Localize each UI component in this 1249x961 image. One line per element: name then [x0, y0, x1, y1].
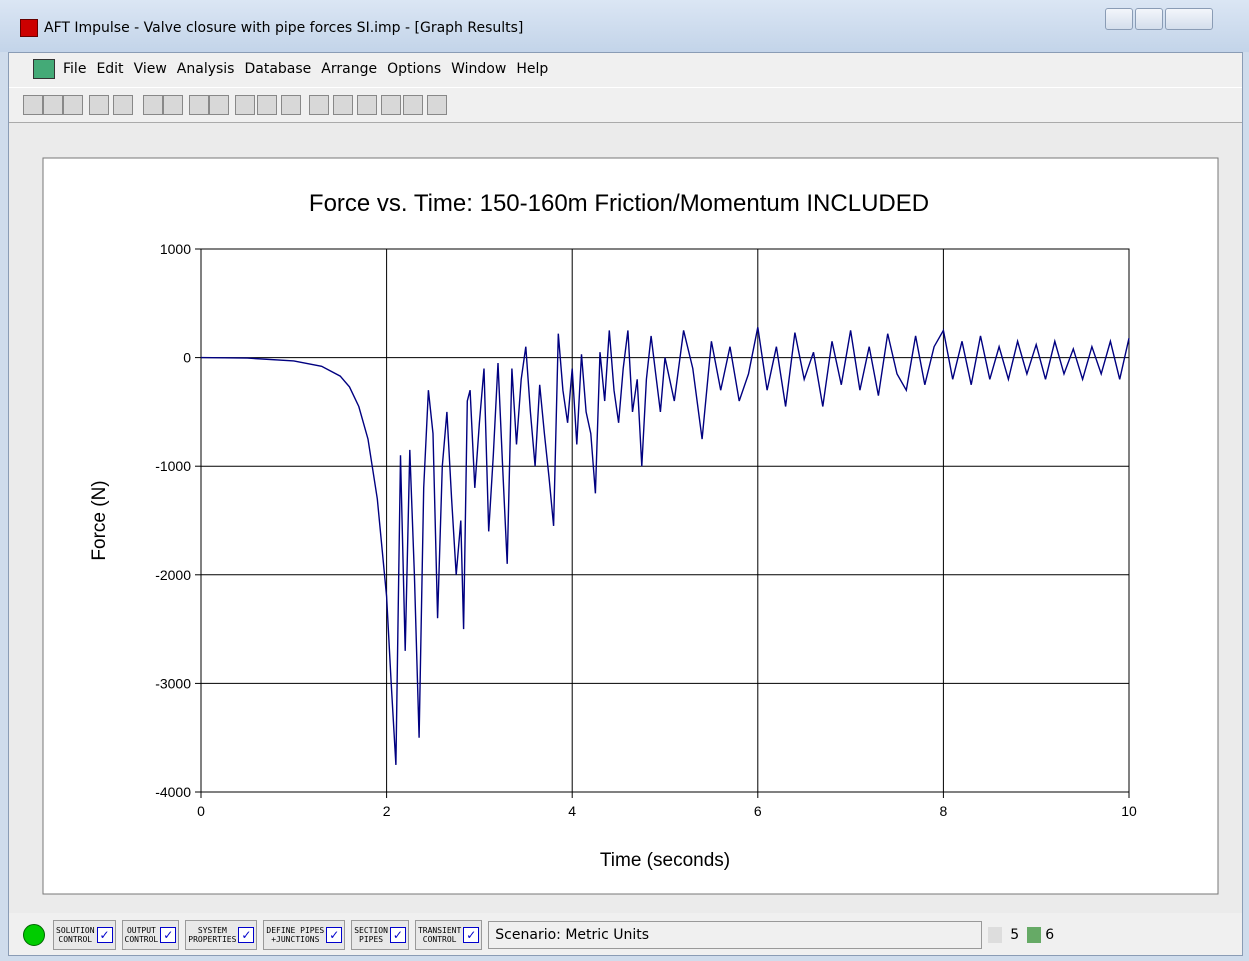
- label-line: PIPES: [359, 935, 384, 944]
- toolbar-button[interactable]: [257, 95, 277, 115]
- toolbar-button[interactable]: [23, 95, 43, 115]
- app-icon: [20, 19, 38, 37]
- toolbar-button[interactable]: [357, 95, 377, 115]
- data-line: [200, 327, 1130, 765]
- status-button-label: DEFINE PIPES +JUNCTIONS: [266, 926, 324, 944]
- status-button[interactable]: SOLUTION CONTROL ✓: [53, 920, 116, 950]
- toolbar-button[interactable]: [189, 95, 209, 115]
- window-title: AFT Impulse - Valve closure with pipe fo…: [44, 20, 524, 36]
- menu-item[interactable]: Window: [451, 61, 507, 77]
- count-b: 6: [1027, 927, 1058, 943]
- label-line: OUTPUT: [126, 926, 156, 935]
- y-tick-label: -4000: [155, 784, 191, 800]
- y-axis-label: Force (N): [89, 480, 110, 560]
- label-line: CONTROL: [58, 935, 93, 944]
- maximize-button[interactable]: [1135, 8, 1163, 30]
- status-button[interactable]: OUTPUT CONTROL ✓: [121, 920, 180, 950]
- toolbar-button[interactable]: [281, 95, 301, 115]
- graph-area: Force vs. Time: 150-160m Friction/Moment…: [9, 123, 1242, 913]
- label-line: +JUNCTIONS: [271, 935, 320, 944]
- doc-icon: [33, 59, 55, 79]
- y-tick-label: -3000: [155, 675, 191, 691]
- checkbox[interactable]: ✓: [96, 927, 113, 943]
- label-line: DEFINE PIPES: [266, 926, 325, 935]
- title-bar: AFT Impulse - Valve closure with pipe fo…: [0, 0, 1249, 52]
- toolbar-button[interactable]: [333, 95, 353, 115]
- toolbar: [9, 87, 1242, 123]
- toolbar-button[interactable]: [89, 95, 109, 115]
- x-tick-label: 6: [754, 803, 762, 819]
- label-line: SECTION: [354, 926, 388, 935]
- label-line: PROPERTIES: [188, 935, 237, 944]
- y-tick-label: 0: [183, 350, 191, 366]
- label-line: CONTROL: [422, 935, 457, 944]
- status-bar: SOLUTION CONTROL ✓ OUTPUT CONTROL ✓ SYSTEM PROP…: [9, 917, 1242, 953]
- menu-bar: File Edit View Analysis Database Arrange Optio…: [9, 53, 1242, 85]
- checkbox[interactable]: ✓: [238, 927, 255, 943]
- toolbar-button[interactable]: [143, 95, 163, 115]
- status-button-label: SECTION PIPES: [354, 926, 388, 944]
- toolbar-button[interactable]: [403, 95, 423, 115]
- checkbox[interactable]: ✓: [389, 927, 406, 943]
- label-line: SOLUTION: [56, 926, 95, 935]
- x-tick-label: 8: [940, 803, 948, 819]
- close-button[interactable]: [1165, 8, 1213, 30]
- status-button[interactable]: DEFINE PIPES +JUNCTIONS ✓: [263, 920, 346, 950]
- x-tick-label: 10: [1121, 803, 1137, 819]
- menu-item[interactable]: Help: [516, 61, 549, 77]
- status-button[interactable]: SECTION PIPES ✓: [351, 920, 409, 950]
- toolbar-button[interactable]: [209, 95, 229, 115]
- y-tick-label: 1000: [160, 241, 191, 257]
- x-tick-label: 4: [568, 803, 576, 819]
- toolbar-button[interactable]: [113, 95, 133, 115]
- status-button[interactable]: SYSTEM PROPERTIES ✓: [185, 920, 258, 950]
- x-axis-label: Time (seconds): [600, 850, 730, 871]
- status-button-label: SYSTEM PROPERTIES: [188, 926, 236, 944]
- toolbar-button[interactable]: [381, 95, 401, 115]
- y-tick-label: -1000: [155, 458, 191, 474]
- x-tick-label: 0: [197, 803, 205, 819]
- plot-frame: [200, 248, 1130, 793]
- checkbox[interactable]: ✓: [326, 927, 343, 943]
- x-tick-label: 2: [383, 803, 391, 819]
- scenario-label: Scenario: Metric Units: [488, 921, 983, 949]
- status-button[interactable]: TRANSIENT CONTROL ✓: [414, 920, 483, 950]
- menu-item[interactable]: View: [133, 61, 167, 77]
- toolbar-button[interactable]: [43, 95, 63, 115]
- chart-title: Force vs. Time: 150-160m Friction/Moment…: [309, 190, 929, 217]
- status-light: [23, 924, 45, 946]
- checkbox[interactable]: ✓: [160, 927, 177, 943]
- toolbar-button[interactable]: [427, 95, 447, 115]
- menu-item[interactable]: Analysis: [176, 61, 235, 77]
- chart: Force vs. Time: 150-160m Friction/Moment…: [42, 157, 1219, 895]
- toolbar-button[interactable]: [63, 95, 83, 115]
- toolbar-button[interactable]: [163, 95, 183, 115]
- menu-item[interactable]: Options: [387, 61, 442, 77]
- client-area: File Edit View Analysis Database Arrange Optio…: [8, 52, 1243, 956]
- minimize-button[interactable]: [1105, 8, 1133, 30]
- label-line: CONTROL: [124, 935, 159, 944]
- menu-item[interactable]: File: [63, 61, 87, 77]
- menu-item[interactable]: Edit: [96, 61, 124, 77]
- status-button-label: TRANSIENT CONTROL: [418, 926, 461, 944]
- count-a: 5: [988, 927, 1027, 943]
- checkbox[interactable]: ✓: [463, 927, 480, 943]
- menu-item[interactable]: Arrange: [321, 61, 378, 77]
- status-button-label: OUTPUT CONTROL: [125, 926, 159, 944]
- toolbar-button[interactable]: [309, 95, 329, 115]
- toolbar-button[interactable]: [235, 95, 255, 115]
- status-button-label: SOLUTION CONTROL: [56, 926, 95, 944]
- menu-item[interactable]: Database: [244, 61, 312, 77]
- chart-panel: [42, 157, 1219, 895]
- y-tick-label: -2000: [155, 567, 191, 583]
- label-line: TRANSIENT: [417, 926, 462, 935]
- label-line: SYSTEM: [197, 926, 227, 935]
